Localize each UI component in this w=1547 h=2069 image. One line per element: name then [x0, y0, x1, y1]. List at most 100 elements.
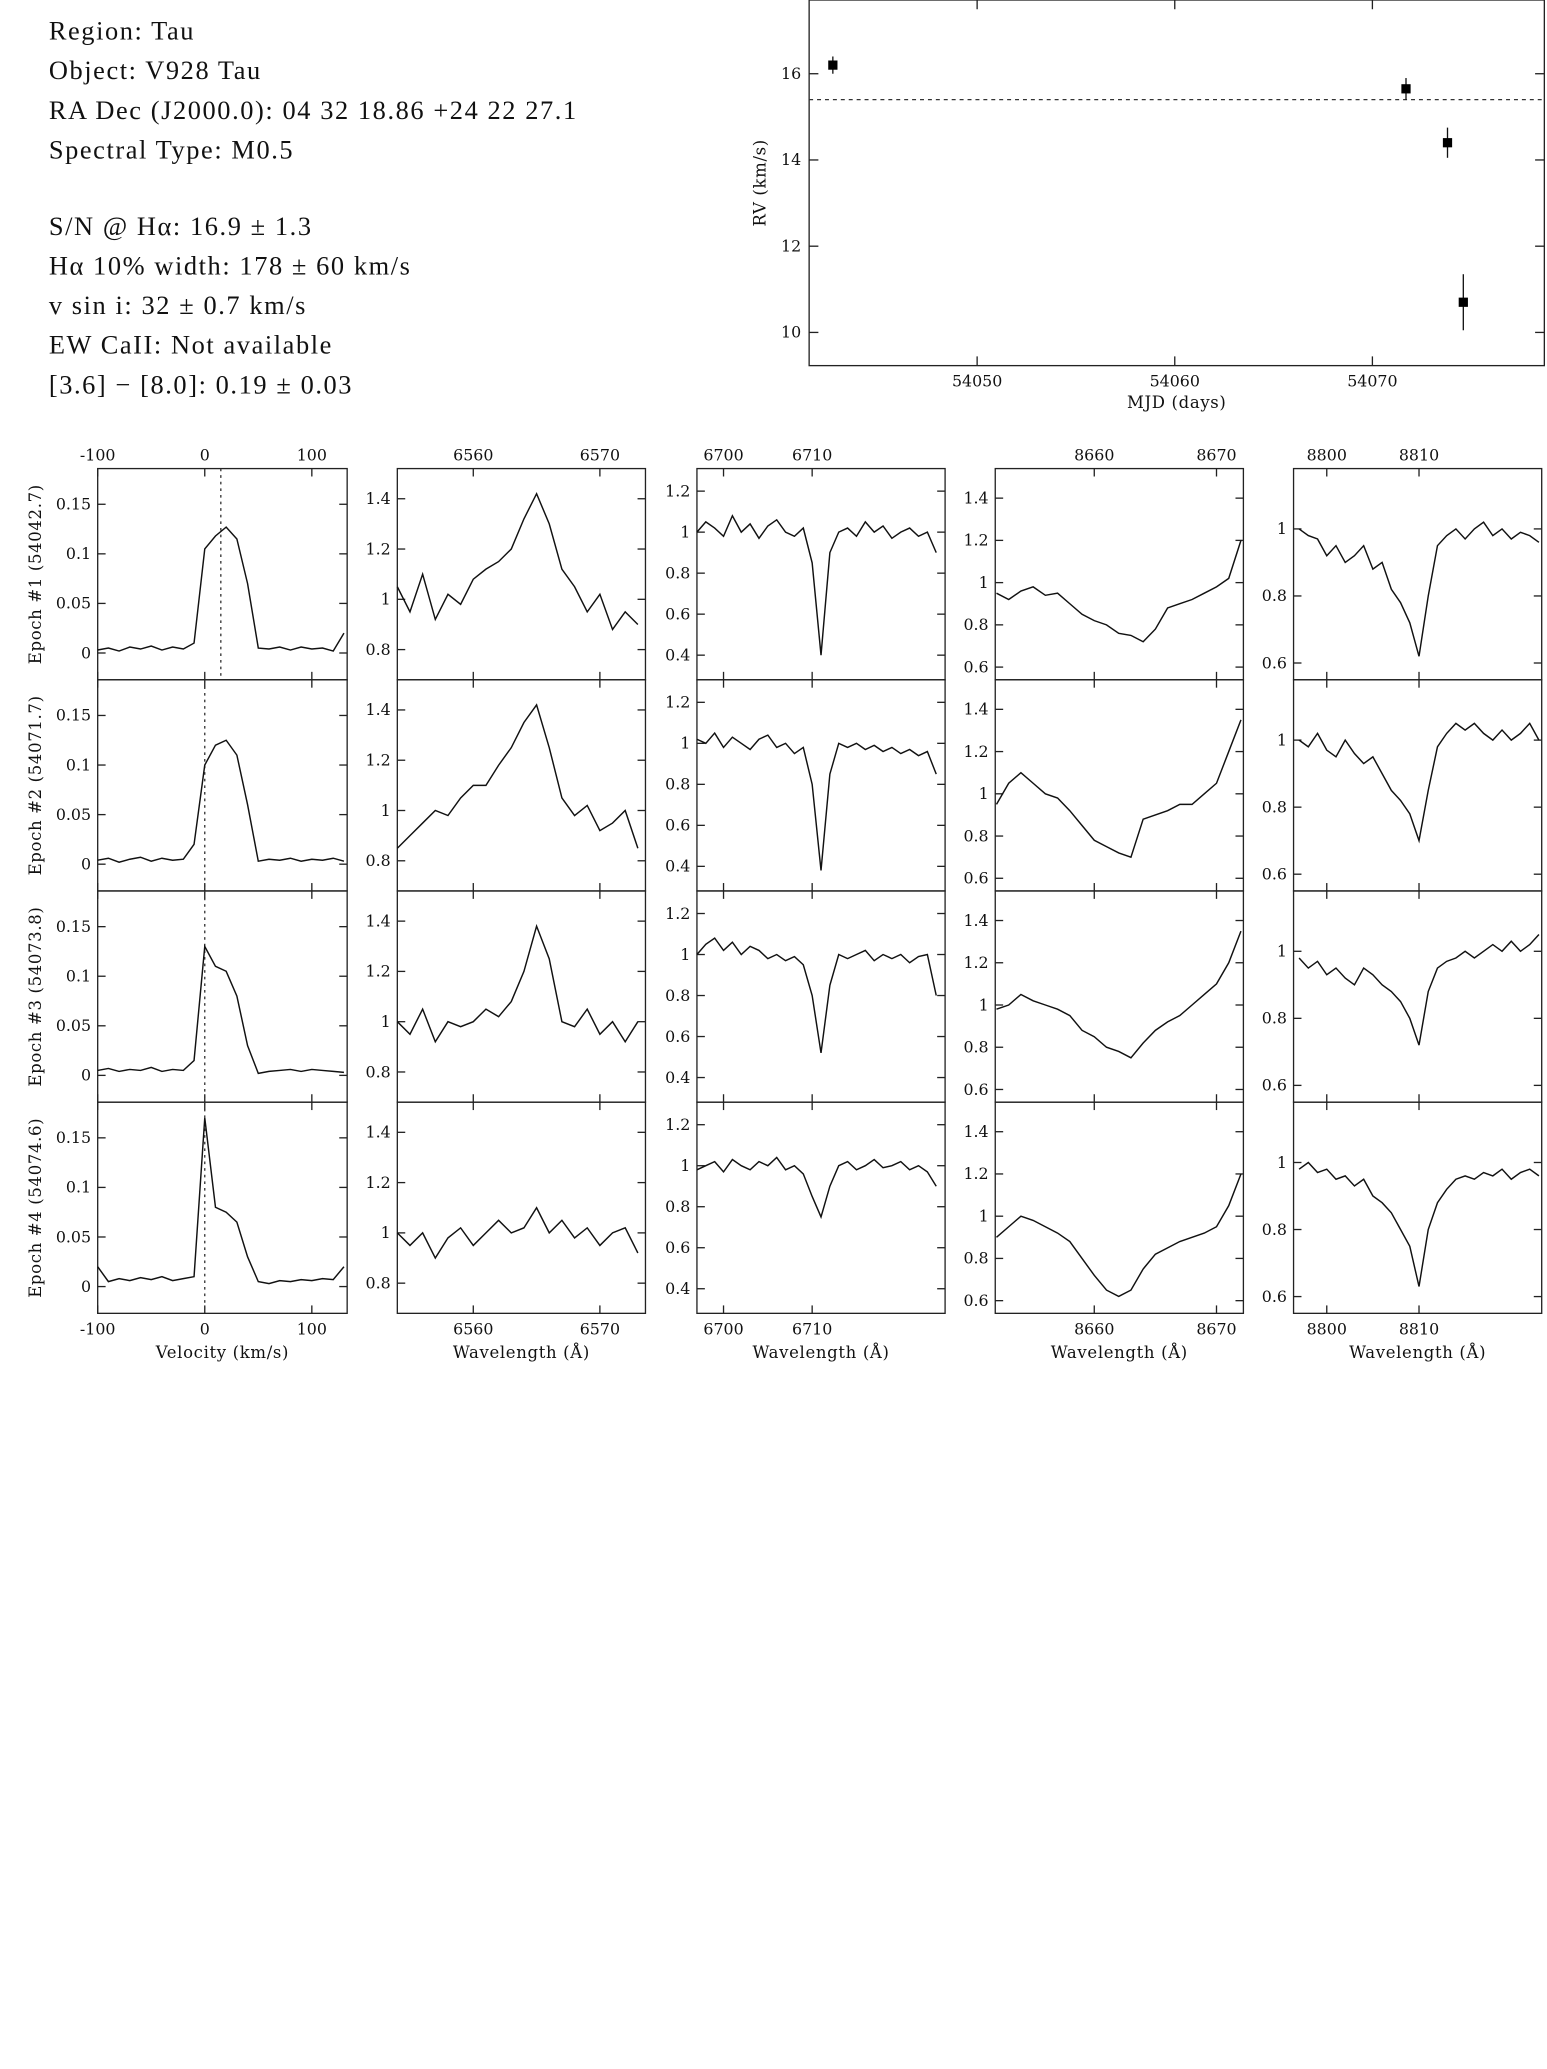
x-tick-label-top: -100 [80, 446, 116, 465]
y-tick-label: 0.4 [665, 645, 690, 664]
panel-frame [1292, 1101, 1543, 1314]
y-tick-label: 1.2 [665, 1115, 690, 1134]
spectrum-line [996, 930, 1242, 1059]
y-tick-label: 1.4 [963, 700, 988, 719]
y-tick-label: 1.2 [963, 531, 988, 550]
y-tick-label: 0.8 [963, 1038, 988, 1057]
x-tick-label: 6700 [703, 1319, 743, 1338]
y-tick-label: 1.4 [366, 1123, 391, 1142]
x-tick-label: 100 [297, 1319, 327, 1338]
spectrum-line [995, 719, 1242, 859]
y-tick-label: 1 [381, 590, 391, 609]
panel-frame [696, 1101, 946, 1314]
y-tick-label: 1 [1277, 942, 1287, 961]
y-tick-label: 1 [1277, 730, 1287, 749]
spectrum-line [696, 1156, 937, 1220]
spectrum-line [396, 1206, 639, 1260]
x-tick-label: 8670 [1196, 1319, 1236, 1338]
y-tick-label: 0.8 [665, 563, 690, 582]
x-tick-label-top: 8670 [1196, 446, 1236, 465]
x-tick-label-top: 8660 [1074, 446, 1114, 465]
row-label: Epoch #3 (54073.8) [26, 907, 45, 1087]
x-tick-label-top: 8810 [1399, 446, 1439, 465]
info-line: EW CaII: Not available [49, 330, 333, 360]
y-tick-label: 0.6 [963, 869, 988, 888]
info-line: Spectral Type: M0.5 [49, 134, 294, 164]
y-tick-label: 0.8 [1262, 1009, 1287, 1028]
spectrum-line [696, 937, 937, 1054]
x-tick-label: 8800 [1307, 1319, 1347, 1338]
y-tick-label: 16 [781, 64, 801, 83]
y-tick-label: 0.1 [66, 967, 91, 986]
y-tick-label: 0.8 [665, 775, 690, 794]
y-tick-label: 1.2 [366, 539, 391, 558]
y-tick-label: 0.1 [66, 1178, 91, 1197]
y-tick-label: 0.6 [963, 1291, 988, 1310]
y-tick-label: 0.8 [1262, 797, 1287, 816]
y-tick-label: 1.2 [665, 481, 690, 500]
panel-frame [97, 1101, 348, 1314]
y-tick-label: 0.8 [963, 826, 988, 845]
spectrum-line [396, 703, 639, 849]
spectrum-line [996, 1173, 1242, 1298]
x-axis-label: MJD (days) [1127, 393, 1227, 412]
y-tick-label: 0 [81, 1277, 91, 1296]
y-tick-label: 0.1 [66, 544, 91, 563]
y-tick-label: 0.1 [66, 755, 91, 774]
x-tick-label-top: 6570 [580, 446, 620, 465]
y-tick-label: 0.05 [56, 805, 91, 824]
y-tick-label: 0.05 [56, 1016, 91, 1035]
y-tick-label: 0.6 [963, 657, 988, 676]
y-tick-label: 0.15 [56, 917, 91, 936]
y-tick-label: 1.2 [366, 751, 391, 770]
y-tick-label: 0.4 [665, 1279, 690, 1298]
y-tick-label: 0.6 [1262, 1076, 1287, 1095]
spectrum-line [97, 526, 345, 652]
panel-frame [994, 1101, 1245, 1314]
y-tick-label: 0.6 [1262, 653, 1287, 672]
spectrum-line [97, 1117, 345, 1285]
x-tick-label: 6710 [792, 1319, 832, 1338]
y-tick-label: 1.4 [963, 488, 988, 507]
x-tick-label-top: 6710 [792, 446, 832, 465]
y-tick-label: 0.8 [366, 851, 391, 870]
y-tick-label: 1 [381, 1012, 391, 1031]
y-tick-label: 14 [781, 150, 801, 169]
info-line: Region: Tau [49, 16, 195, 46]
y-tick-label: 1.2 [963, 1164, 988, 1183]
x-axis-label: Wavelength (Å) [1051, 1342, 1188, 1362]
x-axis-label: Wavelength (Å) [1349, 1342, 1486, 1362]
y-tick-label: 1 [1277, 519, 1287, 538]
x-axis-label: Wavelength (Å) [453, 1342, 590, 1362]
y-tick-label: 1.4 [963, 911, 988, 930]
spectrum-line [396, 491, 639, 632]
y-tick-label: 1 [979, 784, 989, 803]
x-tick-label-top: 100 [297, 446, 327, 465]
x-tick-label-top: 6700 [703, 446, 743, 465]
y-tick-label: 1.4 [963, 1122, 988, 1141]
y-tick-label: 0.6 [665, 604, 690, 623]
y-tick-label: 1 [680, 522, 690, 541]
y-tick-label: 0.8 [1262, 1220, 1287, 1239]
y-tick-label: 0.15 [56, 706, 91, 725]
data-point [1458, 297, 1468, 307]
x-tick-label-top: 6560 [453, 446, 493, 465]
row-label: Epoch #2 (54071.7) [26, 695, 45, 875]
y-tick-label: 0.6 [665, 1238, 690, 1257]
info-line: v sin i: 32 ± 0.7 km/s [49, 290, 307, 320]
y-tick-label: 0.6 [1262, 864, 1287, 883]
y-tick-label: 0.8 [963, 615, 988, 634]
y-tick-label: 0.05 [56, 1227, 91, 1246]
spectrum-line [97, 739, 345, 863]
row-label: Epoch #1 (54042.7) [26, 484, 45, 664]
spectrum-line [1298, 934, 1540, 1046]
y-tick-label: 1 [1277, 1153, 1287, 1172]
y-tick-label: 0.8 [665, 1197, 690, 1216]
x-tick-label: -100 [80, 1319, 116, 1338]
info-line: [3.6] − [8.0]: 0.19 ± 0.03 [49, 369, 353, 399]
y-tick-label: 0.6 [963, 1080, 988, 1099]
x-tick-label-top: 0 [200, 446, 210, 465]
y-tick-label: 0.6 [665, 1027, 690, 1046]
